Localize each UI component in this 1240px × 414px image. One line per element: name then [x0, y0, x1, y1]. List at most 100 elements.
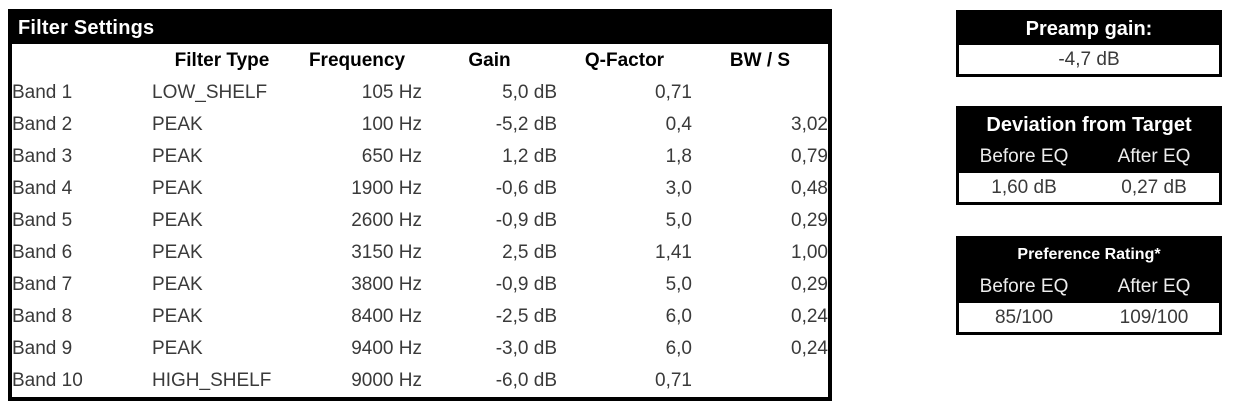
filter-settings-title: Filter Settings [12, 13, 828, 44]
preamp-gain-title: Preamp gain: [1025, 18, 1153, 40]
header-bw-s: BW / S [729, 49, 791, 71]
filter-band-row: Band 8 PEAK 8400 Hz -2,5 dB 6,0 0,24 [12, 301, 828, 333]
header-gain: Gain [468, 49, 511, 71]
gain-cell: -0,9 dB [495, 274, 557, 295]
frequency-cell: 9000 Hz [351, 370, 422, 391]
deviation-panel: Deviation from Target Before EQ After EQ… [956, 106, 1222, 205]
bw-s-cell [692, 77, 828, 109]
band-label-cell: Band 9 [12, 338, 73, 359]
filter-settings-table: Filter Settings Filter Type Frequency Ga… [8, 9, 832, 401]
bw-s-cell: 0,29 [791, 210, 828, 231]
filter-band-row: Band 4 PEAK 1900 Hz -0,6 dB 3,0 0,48 [12, 173, 828, 205]
q-factor-cell: 0,4 [665, 114, 692, 135]
deviation-subheader: Before EQ After EQ [959, 141, 1219, 173]
filter-band-row: Band 7 PEAK 3800 Hz -0,9 dB 5,0 0,29 [12, 269, 828, 301]
header-band [12, 44, 152, 77]
deviation-before-label: Before EQ [979, 146, 1069, 167]
band-label-cell: Band 6 [12, 242, 73, 263]
filter-band-row: Band 5 PEAK 2600 Hz -0,9 dB 5,0 0,29 [12, 205, 828, 237]
gain-cell: -6,0 dB [495, 370, 557, 391]
q-factor-cell: 6,0 [665, 338, 692, 359]
gain-cell: -3,0 dB [495, 338, 557, 359]
filter-type-cell: PEAK [152, 242, 203, 263]
band-label-cell: Band 10 [12, 370, 83, 391]
frequency-cell: 9400 Hz [351, 338, 422, 359]
band-label-cell: Band 4 [12, 178, 73, 199]
preference-before-value: 85/100 [994, 307, 1054, 328]
filter-type-cell: PEAK [152, 210, 203, 231]
gain-cell: -0,9 dB [495, 210, 557, 231]
bw-s-cell: 1,00 [791, 242, 828, 263]
bw-s-cell: 0,24 [791, 306, 828, 327]
q-factor-cell: 3,0 [665, 178, 692, 199]
filter-type-cell: PEAK [152, 178, 203, 199]
q-factor-cell: 0,71 [655, 370, 692, 391]
preference-after-label: After EQ [1117, 276, 1191, 297]
frequency-cell: 650 Hz [361, 146, 422, 167]
preamp-gain-value: -4,7 dB [959, 45, 1219, 74]
preference-rating-panel: Preference Rating* Before EQ After EQ 85… [956, 236, 1222, 335]
deviation-before-value: 1,60 dB [991, 177, 1057, 198]
bw-s-cell [692, 365, 828, 397]
bw-s-cell: 3,02 [791, 114, 828, 135]
band-label-cell: Band 1 [12, 82, 73, 103]
filter-table-header-row: Filter Type Frequency Gain Q-Factor BW /… [12, 44, 828, 77]
filter-band-row: Band 3 PEAK 650 Hz 1,2 dB 1,8 0,79 [12, 141, 828, 173]
preference-before-label: Before EQ [979, 276, 1069, 297]
band-label-cell: Band 3 [12, 146, 73, 167]
q-factor-cell: 1,8 [665, 146, 692, 167]
preference-values-row: 85/100 109/100 [959, 303, 1219, 332]
bw-s-cell: 0,29 [791, 274, 828, 295]
band-label-cell: Band 8 [12, 306, 73, 327]
preference-subheader: Before EQ After EQ [959, 271, 1219, 303]
frequency-cell: 3150 Hz [351, 242, 422, 263]
filter-type-cell: PEAK [152, 274, 203, 295]
frequency-cell: 3800 Hz [351, 274, 422, 295]
bw-s-cell: 0,79 [791, 146, 828, 167]
header-filter-type: Filter Type [174, 49, 270, 71]
filter-type-cell: PEAK [152, 306, 203, 327]
deviation-title: Deviation from Target [986, 114, 1192, 136]
filter-band-row: Band 9 PEAK 9400 Hz -3,0 dB 6,0 0,24 [12, 333, 828, 365]
band-label-cell: Band 5 [12, 210, 73, 231]
preamp-gain-panel: Preamp gain: -4,7 dB [956, 10, 1222, 77]
bw-s-cell: 0,24 [791, 338, 828, 359]
band-label-cell: Band 7 [12, 274, 73, 295]
preference-rating-title: Preference Rating* [1017, 246, 1161, 263]
header-q-factor: Q-Factor [584, 49, 665, 71]
filter-type-cell: PEAK [152, 146, 203, 167]
filter-type-cell: PEAK [152, 114, 203, 135]
header-frequency: Frequency [308, 49, 406, 71]
gain-cell: 1,2 dB [502, 146, 557, 167]
gain-cell: -2,5 dB [495, 306, 557, 327]
filter-band-row: Band 2 PEAK 100 Hz -5,2 dB 0,4 3,02 [12, 109, 828, 141]
q-factor-cell: 5,0 [665, 274, 692, 295]
filter-type-cell: PEAK [152, 338, 203, 359]
bw-s-cell: 0,48 [791, 178, 828, 199]
q-factor-cell: 6,0 [665, 306, 692, 327]
filter-table-body: Band 1 LOW_SHELF 105 Hz 5,0 dB 0,71 Band… [12, 77, 828, 397]
frequency-cell: 100 Hz [361, 114, 422, 135]
filter-band-row: Band 10 HIGH_SHELF 9000 Hz -6,0 dB 0,71 [12, 365, 828, 397]
filter-type-cell: LOW_SHELF [152, 82, 268, 103]
frequency-cell: 105 Hz [361, 82, 422, 103]
filter-settings-grid: Filter Type Frequency Gain Q-Factor BW /… [12, 44, 828, 397]
gain-cell: -0,6 dB [495, 178, 557, 199]
filter-type-cell: HIGH_SHELF [152, 370, 272, 391]
filter-band-row: Band 6 PEAK 3150 Hz 2,5 dB 1,41 1,00 [12, 237, 828, 269]
frequency-cell: 2600 Hz [351, 210, 422, 231]
deviation-after-label: After EQ [1117, 146, 1191, 167]
q-factor-cell: 5,0 [665, 210, 692, 231]
deviation-after-value: 0,27 dB [1121, 177, 1187, 198]
band-label-cell: Band 2 [12, 114, 73, 135]
gain-cell: -5,2 dB [495, 114, 557, 135]
q-factor-cell: 1,41 [655, 242, 692, 263]
deviation-values-row: 1,60 dB 0,27 dB [959, 173, 1219, 202]
gain-cell: 5,0 dB [502, 82, 557, 103]
filter-band-row: Band 1 LOW_SHELF 105 Hz 5,0 dB 0,71 [12, 77, 828, 109]
preference-after-value: 109/100 [1119, 307, 1189, 328]
frequency-cell: 8400 Hz [351, 306, 422, 327]
q-factor-cell: 0,71 [655, 82, 692, 103]
frequency-cell: 1900 Hz [351, 178, 422, 199]
